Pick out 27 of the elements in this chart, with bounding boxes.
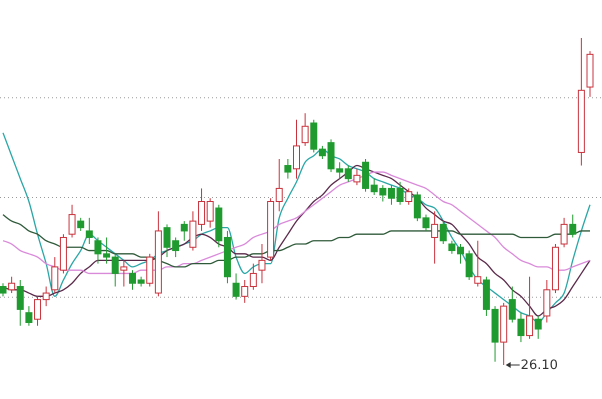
candlestick: [293, 119, 300, 180]
candlestick: [526, 276, 534, 340]
candlestick: [344, 165, 352, 182]
candlestick: [431, 210, 438, 264]
candlestick: [25, 306, 32, 326]
candlestick: [569, 214, 576, 238]
candlestick: [560, 217, 568, 248]
candlestick: [120, 260, 128, 288]
candlestick: [534, 315, 542, 340]
candlestick: [250, 263, 257, 290]
candlestick: [16, 279, 24, 326]
candlestick: [474, 240, 482, 288]
candlestick: [284, 158, 292, 180]
candlestick: [68, 204, 76, 238]
candlestick: [77, 217, 84, 232]
candlestick: [8, 276, 16, 294]
candlestick: [258, 244, 266, 284]
candlestick: [86, 217, 93, 245]
annotation: 26.10: [520, 358, 558, 373]
candlestick: [405, 188, 412, 206]
candlestick: [180, 220, 188, 242]
candlestick: [440, 220, 447, 245]
candlestick: [241, 279, 248, 304]
candlestick: [353, 168, 360, 186]
candlestick: [0, 282, 6, 297]
candlestick: [302, 112, 309, 146]
candlestick: [232, 272, 240, 300]
